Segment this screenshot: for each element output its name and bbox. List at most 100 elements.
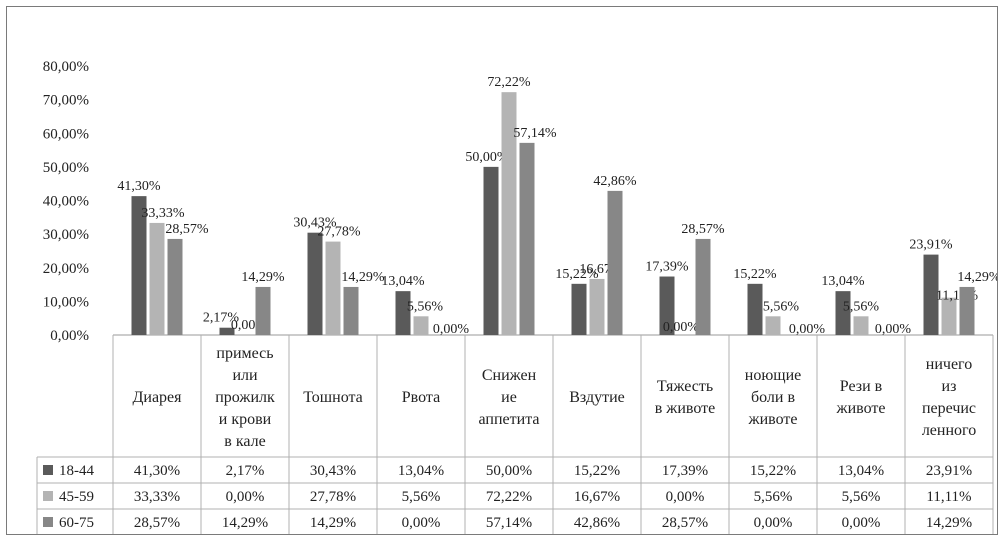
table-cell: 15,22% xyxy=(750,463,796,479)
bar-18-44-3 xyxy=(395,291,411,335)
legend-key-60-75 xyxy=(43,517,53,527)
data-label: 57,14% xyxy=(513,126,557,141)
table-cell: 28,57% xyxy=(662,515,708,531)
x-category-label: Рвота xyxy=(402,389,440,406)
table-cell: 0,00% xyxy=(226,489,265,505)
table-cell: 16,67% xyxy=(574,489,620,505)
table-cell: 41,30% xyxy=(134,463,180,479)
data-label: 13,04% xyxy=(821,274,865,289)
table-cell: 5,56% xyxy=(402,489,441,505)
bar-45-59-0 xyxy=(149,222,165,335)
x-category-label: животе xyxy=(836,400,886,417)
data-label: 42,86% xyxy=(593,174,637,189)
bar-18-44-0 xyxy=(131,196,147,335)
bar-45-59-2 xyxy=(325,241,341,335)
bar-45-59-8 xyxy=(853,316,869,335)
x-category-label: Тошнота xyxy=(303,389,363,406)
legend-key-18-44 xyxy=(43,465,53,475)
data-label: 5,56% xyxy=(407,299,444,314)
bar-45-59-5 xyxy=(589,278,605,335)
data-label: 13,04% xyxy=(381,274,425,289)
table-cell: 27,78% xyxy=(310,489,356,505)
x-category-label: ленного xyxy=(922,422,976,439)
y-tick-label: 80,00% xyxy=(43,59,89,75)
bar-45-59-3 xyxy=(413,316,429,335)
series-name: 18-44 xyxy=(59,463,94,479)
x-category-label: Снижен xyxy=(482,367,537,384)
bar-60-75-5 xyxy=(607,190,623,335)
table-cell: 5,56% xyxy=(842,489,881,505)
table-cell: 2,17% xyxy=(226,463,265,479)
bar-18-44-5 xyxy=(571,283,587,335)
y-tick-label: 20,00% xyxy=(43,261,89,277)
bar-60-75-6 xyxy=(695,238,711,335)
y-tick-label: 50,00% xyxy=(43,160,89,176)
table-cell: 15,22% xyxy=(574,463,620,479)
data-label: 23,91% xyxy=(909,238,953,253)
table-cell: 72,22% xyxy=(486,489,532,505)
table-cell: 28,57% xyxy=(134,515,180,531)
data-label: 15,22% xyxy=(733,267,777,282)
data-label: 15,22% xyxy=(555,267,599,282)
table-cell: 5,56% xyxy=(754,489,793,505)
table-cell: 14,29% xyxy=(926,515,972,531)
data-label: 50,00% xyxy=(465,150,509,165)
data-label: 28,57% xyxy=(165,222,209,237)
table-cell: 17,39% xyxy=(662,463,708,479)
table-cell: 0,00% xyxy=(402,515,441,531)
table-cell: 0,00% xyxy=(754,515,793,531)
bar-18-44-9 xyxy=(923,254,939,335)
bar-45-59-9 xyxy=(941,297,957,335)
x-category-label: ие xyxy=(501,389,517,406)
x-category-label: перечис xyxy=(922,400,976,417)
data-label: 2,17% xyxy=(203,311,240,326)
bar-18-44-6 xyxy=(659,276,675,335)
data-label: 17,39% xyxy=(645,260,689,275)
table-cell: 57,14% xyxy=(486,515,532,531)
x-category-label: животе xyxy=(748,411,798,428)
data-label: 41,30% xyxy=(117,179,161,194)
data-label: 0,00% xyxy=(663,320,700,335)
y-tick-label: 0,00% xyxy=(50,328,89,344)
bar-18-44-1 xyxy=(219,327,235,335)
x-category-label: Тяжесть xyxy=(657,378,713,395)
x-category-label: аппетита xyxy=(479,411,540,428)
table-cell: 11,11% xyxy=(926,489,971,505)
x-category-label: в кале xyxy=(224,433,265,450)
x-category-label: ничего xyxy=(926,356,972,373)
x-category-label: или xyxy=(232,367,258,384)
x-category-label: из xyxy=(942,378,957,395)
table-cell: 13,04% xyxy=(838,463,884,479)
x-category-label: в животе xyxy=(655,400,716,417)
bar-18-44-4 xyxy=(483,166,499,335)
data-label: 5,56% xyxy=(763,299,800,314)
data-label: 72,22% xyxy=(487,75,531,90)
bar-60-75-0 xyxy=(167,238,183,335)
x-category-label: ноющие xyxy=(745,367,802,384)
table-cell: 14,29% xyxy=(222,515,268,531)
data-label: 27,78% xyxy=(317,225,361,240)
table-cell: 14,29% xyxy=(310,515,356,531)
data-label: 33,33% xyxy=(141,206,185,221)
chart-frame: 0,00% 10,00% 20,00% 30,00% 40,00% 50,00% 60,00… xyxy=(6,6,998,535)
bar-45-59-4 xyxy=(501,92,517,335)
table-cell: 42,86% xyxy=(574,515,620,531)
data-label: 0,00% xyxy=(433,322,470,337)
data-label: 5,56% xyxy=(843,299,880,314)
y-tick-label: 40,00% xyxy=(43,194,89,210)
x-category-label: Вздутие xyxy=(569,389,625,406)
bar-45-59-7 xyxy=(765,316,781,335)
data-label: 14,29% xyxy=(241,270,285,285)
table-cell: 0,00% xyxy=(842,515,881,531)
data-label: 14,29% xyxy=(341,270,385,285)
data-label: 28,57% xyxy=(681,222,725,237)
x-category-label: и крови xyxy=(219,411,272,428)
x-category-label: боли в xyxy=(751,389,795,406)
y-tick-label: 30,00% xyxy=(43,227,89,243)
legend-key-45-59 xyxy=(43,491,53,501)
table-cell: 33,33% xyxy=(134,489,180,505)
data-label: 0,00% xyxy=(875,322,912,337)
series-name: 45-59 xyxy=(59,489,94,505)
data-label: 0,00% xyxy=(789,322,826,337)
table-cell: 50,00% xyxy=(486,463,532,479)
